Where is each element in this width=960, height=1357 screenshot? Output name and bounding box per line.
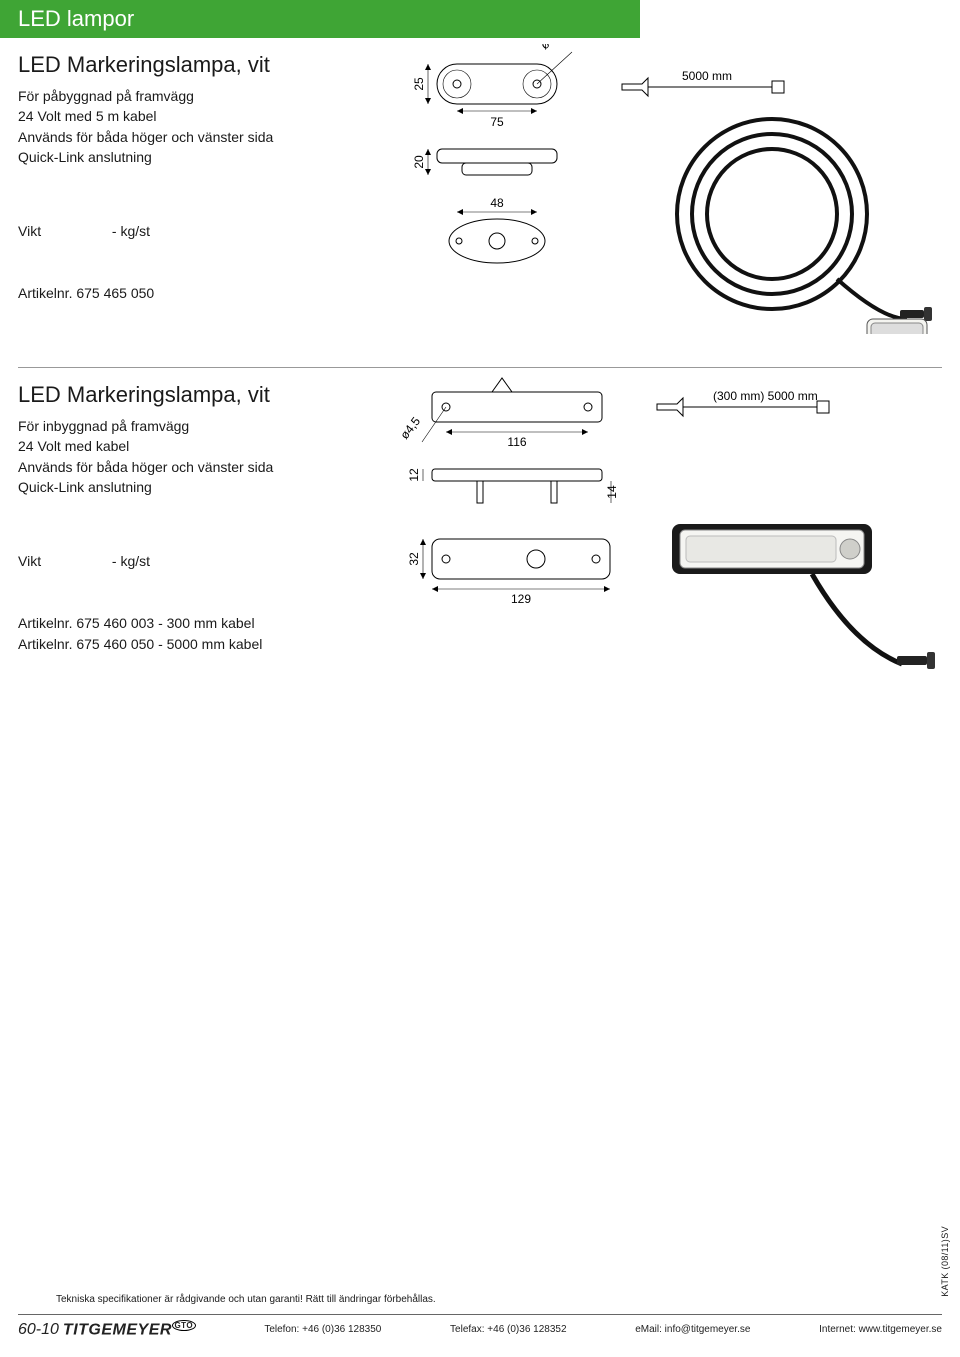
weight-label: Vikt bbox=[18, 553, 108, 569]
product-section-1: LED Markeringslampa, vit För påbyggnad p… bbox=[18, 38, 942, 368]
page-number: 60-10 bbox=[18, 1321, 59, 1339]
svg-text:75: 75 bbox=[490, 115, 504, 129]
svg-text:ø4,5: ø4,5 bbox=[538, 44, 565, 52]
side-code: KATK (08/11)SV bbox=[940, 1226, 950, 1297]
page-footer: 60-10 TITGEMEYERGTO Telefon: +46 (0)36 1… bbox=[0, 1314, 960, 1339]
svg-text:48: 48 bbox=[490, 196, 504, 210]
svg-text:5000 mm: 5000 mm bbox=[682, 69, 732, 83]
svg-text:12: 12 bbox=[407, 468, 421, 482]
footer-fax: Telefax: +46 (0)36 128352 bbox=[450, 1324, 566, 1335]
footnote: Tekniska specifikationer är rådgivande o… bbox=[56, 1294, 436, 1305]
svg-text:14: 14 bbox=[605, 485, 619, 499]
svg-text:129: 129 bbox=[511, 592, 531, 606]
svg-text:32: 32 bbox=[407, 552, 421, 566]
footer-phone: Telefon: +46 (0)36 128350 bbox=[264, 1324, 381, 1335]
brand: TITGEMEYERGTO bbox=[63, 1321, 196, 1339]
weight-value: - kg/st bbox=[112, 223, 150, 239]
svg-text:20: 20 bbox=[412, 155, 426, 169]
weight-label: Vikt bbox=[18, 223, 108, 239]
svg-text:(300 mm) 5000 mm: (300 mm) 5000 mm bbox=[713, 389, 818, 403]
product2-diagram: 116 ø4,5 12 14 bbox=[402, 374, 942, 724]
svg-text:ø4,5: ø4,5 bbox=[402, 414, 423, 442]
page-header: LED lampor bbox=[0, 0, 640, 38]
product-section-2: LED Markeringslampa, vit För inbyggnad p… bbox=[18, 368, 942, 738]
svg-text:116: 116 bbox=[507, 435, 526, 449]
svg-text:25: 25 bbox=[412, 77, 426, 91]
weight-value: - kg/st bbox=[112, 553, 150, 569]
product1-diagram: 75 25 ø4,5 20 bbox=[402, 44, 942, 334]
footer-email: eMail: info@titgemeyer.se bbox=[635, 1324, 750, 1335]
footer-web: Internet: www.titgemeyer.se bbox=[819, 1324, 942, 1335]
